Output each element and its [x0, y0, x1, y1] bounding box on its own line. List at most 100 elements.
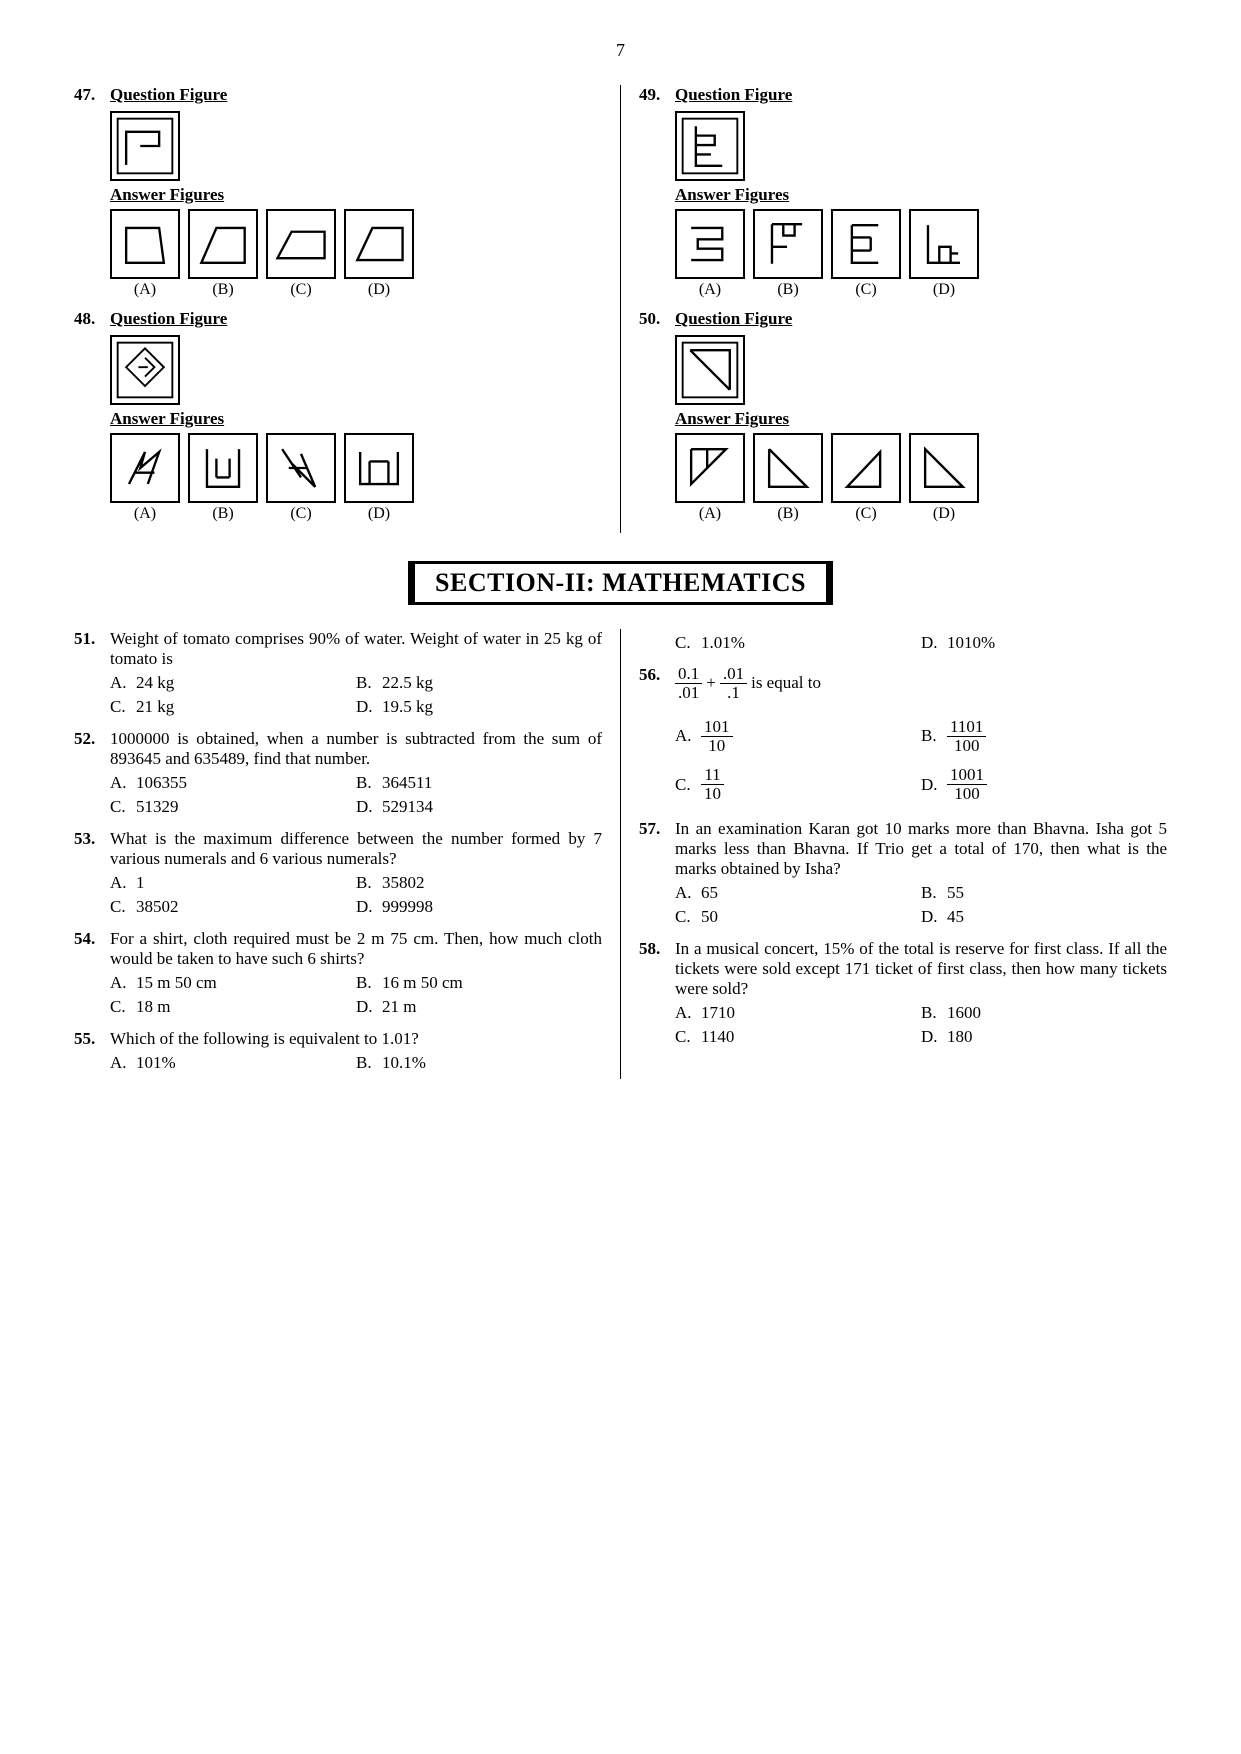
- option-b: B.10.1%: [356, 1051, 602, 1075]
- option-label: C.: [110, 797, 136, 817]
- question-number: 54.: [74, 929, 110, 1019]
- q48-ans-a-figure: [110, 433, 180, 503]
- answer-figures-heading: Answer Figures: [110, 185, 602, 205]
- option-a: A.24 kg: [110, 671, 356, 695]
- denominator: 10: [701, 736, 733, 755]
- q49-ans-b-figure: [909, 209, 979, 279]
- question-49: 49. Question Figure Answer Figures (A) (…: [639, 85, 1167, 299]
- option-label: C.: [110, 697, 136, 717]
- options: A.24 kg B.22.5 kg C.21 kg D.19.5 kg: [110, 671, 602, 719]
- option-label: (D): [909, 281, 979, 299]
- fraction: .01.1: [720, 665, 747, 702]
- option-text: 106355: [136, 773, 187, 793]
- option-text: 1010%: [947, 633, 995, 653]
- option-text: 1: [136, 873, 145, 893]
- option-text: 1140: [701, 1027, 734, 1047]
- option-label: C.: [675, 1027, 701, 1047]
- q49-question-figure: [675, 111, 745, 181]
- option-label: B.: [921, 1003, 947, 1023]
- question-57: 57. In an examination Karan got 10 marks…: [639, 819, 1167, 929]
- question-50: 50. Question Figure Answer Figures (A) (…: [639, 309, 1167, 523]
- option-text: 15 m 50 cm: [136, 973, 217, 993]
- q47-ans-c-figure: [266, 209, 336, 279]
- option-text: 10.1%: [382, 1053, 426, 1073]
- numerator: 0.1: [675, 665, 702, 683]
- option-label: D.: [356, 997, 382, 1017]
- question-number-empty: [639, 629, 675, 655]
- option-label: (A): [110, 281, 180, 299]
- q49-ans-a-figure: [675, 209, 745, 279]
- option-text: 101%: [136, 1053, 176, 1073]
- option-label: B.: [921, 883, 947, 903]
- section-title: SECTION-II: MATHEMATICS: [408, 561, 833, 605]
- option-label: (A): [110, 505, 180, 523]
- question-53: 53. What is the maximum difference betwe…: [74, 829, 602, 919]
- q50-question-figure: [675, 335, 745, 405]
- question-51: 51. Weight of tomato comprises 90% of wa…: [74, 629, 602, 719]
- q50-answer-row: (A) (B) (C) (D): [675, 433, 1167, 523]
- option-a: A.1710: [675, 1001, 921, 1025]
- option-a: A.10110: [675, 712, 921, 761]
- option-text: 529134: [382, 797, 433, 817]
- answer-option: (D): [344, 209, 414, 299]
- denominator: 10: [701, 784, 724, 803]
- option-label: (D): [344, 505, 414, 523]
- option-label: (D): [344, 281, 414, 299]
- options: A.101% B.10.1%: [110, 1051, 602, 1075]
- answer-option: (A): [675, 433, 745, 523]
- option-label: D.: [356, 697, 382, 717]
- option-label: B.: [921, 726, 947, 746]
- option-text: 45: [947, 907, 964, 927]
- question-54: 54. For a shirt, cloth required must be …: [74, 929, 602, 1019]
- answer-option: (D): [909, 433, 979, 523]
- option-d: D.529134: [356, 795, 602, 819]
- fraction: 1001100: [947, 766, 987, 803]
- option-c: C.1.01%: [675, 631, 921, 655]
- question-number: 53.: [74, 829, 110, 919]
- option-text: 364511: [382, 773, 432, 793]
- math-col-right: C.1.01% D.1010% 56. 0.1.01 + .01.1 is eq…: [625, 629, 1181, 1079]
- denominator: 100: [947, 736, 986, 755]
- question-text: Weight of tomato comprises 90% of water.…: [110, 629, 602, 669]
- q48-ans-c-figure: [266, 433, 336, 503]
- option-label: B.: [356, 973, 382, 993]
- question-number: 55.: [74, 1029, 110, 1075]
- question-figure-heading: Question Figure: [675, 309, 1167, 329]
- question-58: 58. In a musical concert, 15% of the tot…: [639, 939, 1167, 1049]
- option-c: C.21 kg: [110, 695, 356, 719]
- options: A.10110 B.1101100 C.1110 D.1001100: [675, 712, 1167, 809]
- q50-ans-b-figure: [753, 433, 823, 503]
- option-text: 1710: [701, 1003, 735, 1023]
- option-label: A.: [110, 673, 136, 693]
- option-a: A.65: [675, 881, 921, 905]
- answer-option: (A): [110, 433, 180, 523]
- question-number: 48.: [74, 309, 110, 523]
- option-c: C.1140: [675, 1025, 921, 1049]
- option-label: A.: [675, 883, 701, 903]
- denominator: .01: [675, 683, 702, 702]
- option-c: C.38502: [110, 895, 356, 919]
- option-label: (B): [188, 505, 258, 523]
- option-b: B.55: [921, 881, 1167, 905]
- question-number: 56.: [639, 665, 675, 809]
- q47-question-figure: [110, 111, 180, 181]
- option-d: D.180: [921, 1025, 1167, 1049]
- option-label: (C): [266, 505, 336, 523]
- q50-ans-c-figure: [831, 433, 901, 503]
- q47-answer-row: (A) (B) (C) (D): [110, 209, 602, 299]
- question-text: 0.1.01 + .01.1 is equal to: [675, 665, 1167, 702]
- option-b: B.35802: [356, 871, 602, 895]
- option-a: A.101%: [110, 1051, 356, 1075]
- option-label: A.: [675, 1003, 701, 1023]
- q47-ans-d-figure: [344, 209, 414, 279]
- answer-option: (D): [909, 209, 979, 299]
- option-text: 180: [947, 1027, 973, 1047]
- plus-sign: +: [706, 673, 716, 693]
- option-b: B.1101100: [921, 712, 1167, 761]
- option-text: 18 m: [136, 997, 170, 1017]
- question-text: For a shirt, cloth required must be 2 m …: [110, 929, 602, 969]
- option-label: D.: [921, 633, 947, 653]
- option-label: B.: [356, 773, 382, 793]
- option-label: A.: [675, 726, 701, 746]
- option-d: D.21 m: [356, 995, 602, 1019]
